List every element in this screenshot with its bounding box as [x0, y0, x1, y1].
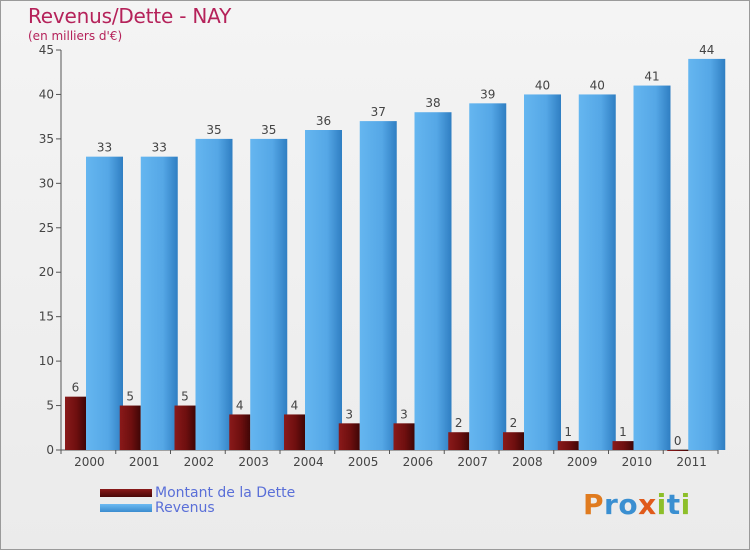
- labels: 6 33 5 33 5 35 4 35 4 36 3 37 3 38 2 39 2 40 1 40 1 41 0 44: [72, 43, 715, 448]
- debt-bar: [612, 441, 634, 450]
- legend-swatch-debt: [100, 489, 152, 497]
- revenue-value-label: 44: [699, 43, 714, 57]
- y-tick-label: 15: [39, 310, 54, 324]
- debt-value-label: 1: [619, 425, 627, 439]
- revenue-value-label: 36: [316, 114, 331, 128]
- x-tick-label: 2005: [348, 455, 379, 469]
- debt-value-label: 2: [510, 416, 518, 430]
- y-tick-label: 5: [46, 399, 54, 413]
- legend-label-revenue: Revenus: [155, 500, 215, 516]
- revenue-value-label: 35: [261, 123, 276, 137]
- revenue-value-label: 33: [152, 141, 167, 155]
- debt-value-label: 1: [564, 425, 572, 439]
- chart-title: Revenus/Dette - NAY: [28, 4, 232, 28]
- debt-bar: [119, 405, 141, 450]
- debt-bar: [448, 432, 470, 450]
- debt-bar: [557, 441, 579, 450]
- logo-letter: t: [666, 488, 681, 521]
- debt-value-label: 0: [674, 434, 682, 448]
- x-tick-label: 2006: [403, 455, 434, 469]
- y-tick-label: 35: [39, 132, 54, 146]
- debt-bar: [393, 423, 415, 450]
- debt-value-label: 2: [455, 416, 463, 430]
- revenue-value-label: 41: [644, 70, 659, 84]
- revenue-value-label: 40: [590, 78, 605, 92]
- x-tick-label: 2007: [457, 455, 488, 469]
- proxiti-logo: Proxiti: [583, 488, 691, 521]
- y-tick-label: 10: [39, 354, 54, 368]
- revenue-bar: [633, 85, 671, 451]
- revenue-bar: [359, 121, 397, 450]
- revenue-value-label: 33: [97, 141, 112, 155]
- revenue-bar: [524, 94, 561, 450]
- x-tick-label: 2000: [74, 455, 105, 469]
- bars: [65, 58, 726, 451]
- debt-value-label: 5: [126, 390, 134, 404]
- debt-value-label: 4: [291, 398, 299, 412]
- y-tick-label: 30: [39, 176, 54, 190]
- logo-letter: r: [604, 488, 619, 521]
- logo-letter: i: [656, 488, 667, 521]
- y-tick-label: 0: [46, 443, 54, 457]
- debt-value-label: 5: [181, 390, 189, 404]
- debt-bar: [284, 414, 305, 450]
- logo-letter: x: [638, 488, 657, 521]
- revenue-value-label: 40: [535, 78, 550, 92]
- debt-value-label: 4: [236, 398, 244, 412]
- x-tick-label: 2008: [512, 455, 543, 469]
- logo-letter: o: [618, 488, 639, 521]
- revenue-bar: [305, 130, 342, 450]
- revenue-bar: [86, 156, 123, 450]
- y-tick-label: 25: [39, 221, 54, 235]
- x-tick-label: 2010: [622, 455, 653, 469]
- debt-bar: [229, 414, 251, 450]
- revenue-value-label: 37: [371, 105, 386, 119]
- revenue-bar: [414, 112, 452, 450]
- revenue-value-label: 38: [425, 96, 440, 110]
- legend-label-debt: Montant de la Dette: [155, 485, 296, 501]
- y-tick-label: 40: [39, 87, 54, 101]
- logo-letter: i: [680, 488, 691, 521]
- legend-swatch-revenue: [100, 504, 152, 512]
- debt-bar: [338, 423, 360, 450]
- revenue-bar: [688, 58, 726, 451]
- revenue-bar: [578, 94, 616, 450]
- debt-bar: [667, 450, 689, 451]
- x-tick-label: 2002: [184, 455, 215, 469]
- revenue-value-label: 35: [206, 123, 221, 137]
- x-tick-label: 2009: [567, 455, 598, 469]
- revenue-bar: [469, 103, 507, 450]
- chart-subtitle: (en milliers d'€): [28, 29, 123, 43]
- revenue-value-label: 39: [480, 87, 495, 101]
- revenue-bar: [250, 138, 288, 450]
- debt-value-label: 3: [345, 407, 353, 421]
- x-tick-label: 2003: [238, 455, 269, 469]
- debt-value-label: 3: [400, 407, 408, 421]
- logo-letter: P: [583, 488, 605, 521]
- x-tick-label: 2011: [676, 455, 707, 469]
- debt-bar: [174, 405, 196, 450]
- x-tick-label: 2001: [129, 455, 160, 469]
- revenue-bar: [195, 138, 233, 450]
- revenue-bar: [140, 156, 178, 450]
- debt-bar: [65, 396, 86, 450]
- debt-bar: [503, 432, 524, 450]
- debt-value-label: 6: [72, 381, 80, 395]
- y-tick-label: 45: [39, 43, 54, 57]
- x-tick-label: 2004: [293, 455, 324, 469]
- y-tick-label: 20: [39, 265, 54, 279]
